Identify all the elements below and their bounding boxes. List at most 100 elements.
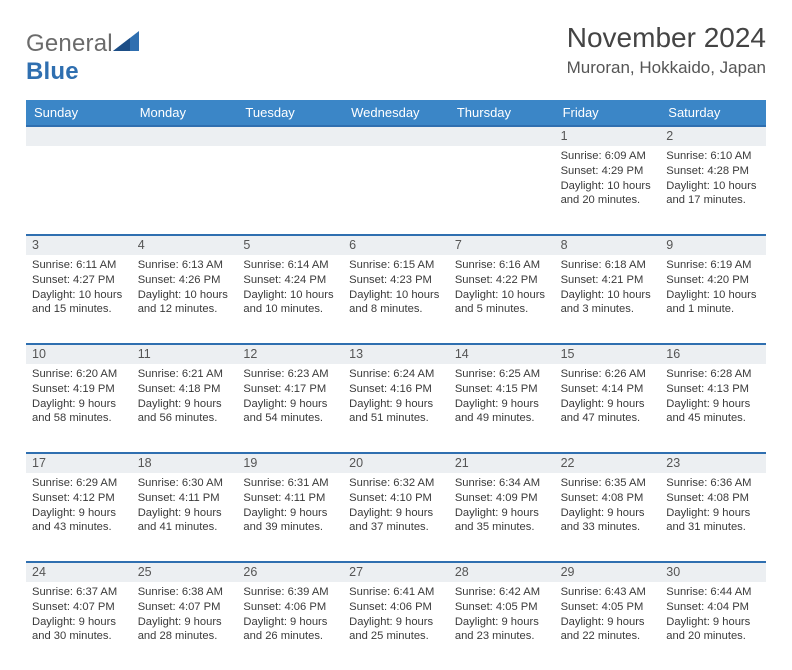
day-number: 12 <box>237 343 343 364</box>
day-number: 23 <box>660 452 766 473</box>
day-cell: Sunrise: 6:29 AMSunset: 4:12 PMDaylight:… <box>26 473 132 561</box>
day-detail-line: and 5 minutes. <box>455 302 549 317</box>
day-detail-line: Daylight: 10 hours <box>32 288 126 303</box>
dow-wednesday: Wednesday <box>343 100 449 125</box>
day-detail-line: Sunset: 4:13 PM <box>666 382 760 397</box>
day-detail-line: Daylight: 9 hours <box>349 615 443 630</box>
day-cell: Sunrise: 6:11 AMSunset: 4:27 PMDaylight:… <box>26 255 132 343</box>
day-detail-line: Daylight: 9 hours <box>243 397 337 412</box>
day-detail-line: Sunset: 4:06 PM <box>243 600 337 615</box>
day-detail-line: Sunset: 4:26 PM <box>138 273 232 288</box>
brand-logo: General Blue <box>26 22 139 86</box>
location-label: Muroran, Hokkaido, Japan <box>567 58 766 78</box>
day-number: 7 <box>449 234 555 255</box>
day-detail-line: Sunset: 4:15 PM <box>455 382 549 397</box>
day-detail-line: and 49 minutes. <box>455 411 549 426</box>
day-detail-line: and 3 minutes. <box>561 302 655 317</box>
day-cell: Sunrise: 6:36 AMSunset: 4:08 PMDaylight:… <box>660 473 766 561</box>
day-number: 24 <box>26 561 132 582</box>
day-number <box>343 125 449 146</box>
day-detail-line: and 31 minutes. <box>666 520 760 535</box>
day-number: 10 <box>26 343 132 364</box>
day-detail-line: and 20 minutes. <box>561 193 655 208</box>
day-detail-line: Sunset: 4:07 PM <box>32 600 126 615</box>
day-detail-line: Sunrise: 6:24 AM <box>349 367 443 382</box>
day-detail-line: Sunset: 4:27 PM <box>32 273 126 288</box>
day-detail-line: and 37 minutes. <box>349 520 443 535</box>
day-number: 5 <box>237 234 343 255</box>
day-detail-line: Sunset: 4:09 PM <box>455 491 549 506</box>
day-detail-line: and 8 minutes. <box>349 302 443 317</box>
day-cell <box>237 146 343 234</box>
day-cell <box>449 146 555 234</box>
dow-saturday: Saturday <box>660 100 766 125</box>
dow-monday: Monday <box>132 100 238 125</box>
day-number: 11 <box>132 343 238 364</box>
brand-general: General <box>26 30 113 57</box>
day-number: 21 <box>449 452 555 473</box>
day-detail-line: Sunset: 4:12 PM <box>32 491 126 506</box>
day-detail-line: Sunrise: 6:28 AM <box>666 367 760 382</box>
page-title: November 2024 <box>567 22 766 54</box>
day-detail-line: Daylight: 10 hours <box>243 288 337 303</box>
day-detail-line: Sunset: 4:11 PM <box>138 491 232 506</box>
day-number: 15 <box>555 343 661 364</box>
day-detail-line: Sunset: 4:24 PM <box>243 273 337 288</box>
day-detail-line: Sunrise: 6:13 AM <box>138 258 232 273</box>
day-detail-line: and 20 minutes. <box>666 629 760 644</box>
day-number: 28 <box>449 561 555 582</box>
day-cell: Sunrise: 6:30 AMSunset: 4:11 PMDaylight:… <box>132 473 238 561</box>
day-detail-line: and 30 minutes. <box>32 629 126 644</box>
day-cell: Sunrise: 6:32 AMSunset: 4:10 PMDaylight:… <box>343 473 449 561</box>
day-number: 27 <box>343 561 449 582</box>
day-detail-line: Daylight: 9 hours <box>32 506 126 521</box>
day-detail-line: Sunset: 4:21 PM <box>561 273 655 288</box>
day-number: 9 <box>660 234 766 255</box>
day-cell: Sunrise: 6:31 AMSunset: 4:11 PMDaylight:… <box>237 473 343 561</box>
day-number: 22 <box>555 452 661 473</box>
day-cell: Sunrise: 6:34 AMSunset: 4:09 PMDaylight:… <box>449 473 555 561</box>
day-detail-line: Sunrise: 6:38 AM <box>138 585 232 600</box>
day-number <box>237 125 343 146</box>
dow-tuesday: Tuesday <box>237 100 343 125</box>
day-detail-line: Daylight: 10 hours <box>455 288 549 303</box>
day-detail-line: Daylight: 10 hours <box>666 179 760 194</box>
day-detail-line: Sunrise: 6:31 AM <box>243 476 337 491</box>
day-cell: Sunrise: 6:44 AMSunset: 4:04 PMDaylight:… <box>660 582 766 670</box>
day-detail-line: Sunrise: 6:29 AM <box>32 476 126 491</box>
day-detail-line: and 15 minutes. <box>32 302 126 317</box>
day-detail-line: and 58 minutes. <box>32 411 126 426</box>
dow-friday: Friday <box>555 100 661 125</box>
day-detail-line: Sunset: 4:07 PM <box>138 600 232 615</box>
day-detail-line: Daylight: 9 hours <box>138 615 232 630</box>
day-detail-line: and 17 minutes. <box>666 193 760 208</box>
day-cell: Sunrise: 6:14 AMSunset: 4:24 PMDaylight:… <box>237 255 343 343</box>
day-detail-line: Sunset: 4:05 PM <box>561 600 655 615</box>
day-cell: Sunrise: 6:16 AMSunset: 4:22 PMDaylight:… <box>449 255 555 343</box>
day-detail-line: Sunrise: 6:26 AM <box>561 367 655 382</box>
day-detail-line: Daylight: 9 hours <box>349 397 443 412</box>
day-detail-line: Sunrise: 6:41 AM <box>349 585 443 600</box>
day-detail-line: Sunrise: 6:43 AM <box>561 585 655 600</box>
day-number: 18 <box>132 452 238 473</box>
day-cell <box>26 146 132 234</box>
day-detail-line: Sunrise: 6:32 AM <box>349 476 443 491</box>
day-cell: Sunrise: 6:23 AMSunset: 4:17 PMDaylight:… <box>237 364 343 452</box>
day-detail-line: and 45 minutes. <box>666 411 760 426</box>
day-cell <box>343 146 449 234</box>
day-detail-line: Sunset: 4:28 PM <box>666 164 760 179</box>
dow-thursday: Thursday <box>449 100 555 125</box>
day-number: 19 <box>237 452 343 473</box>
day-number: 8 <box>555 234 661 255</box>
day-detail-line: Sunrise: 6:09 AM <box>561 149 655 164</box>
day-detail-line: Sunrise: 6:37 AM <box>32 585 126 600</box>
calendar: Sunday Monday Tuesday Wednesday Thursday… <box>26 100 766 670</box>
day-detail-line: Sunset: 4:06 PM <box>349 600 443 615</box>
day-number: 30 <box>660 561 766 582</box>
day-detail-line: Sunrise: 6:39 AM <box>243 585 337 600</box>
day-cell: Sunrise: 6:37 AMSunset: 4:07 PMDaylight:… <box>26 582 132 670</box>
day-detail-line: Daylight: 9 hours <box>243 506 337 521</box>
day-number: 26 <box>237 561 343 582</box>
day-detail-line: Sunrise: 6:14 AM <box>243 258 337 273</box>
day-detail-line: Sunset: 4:18 PM <box>138 382 232 397</box>
